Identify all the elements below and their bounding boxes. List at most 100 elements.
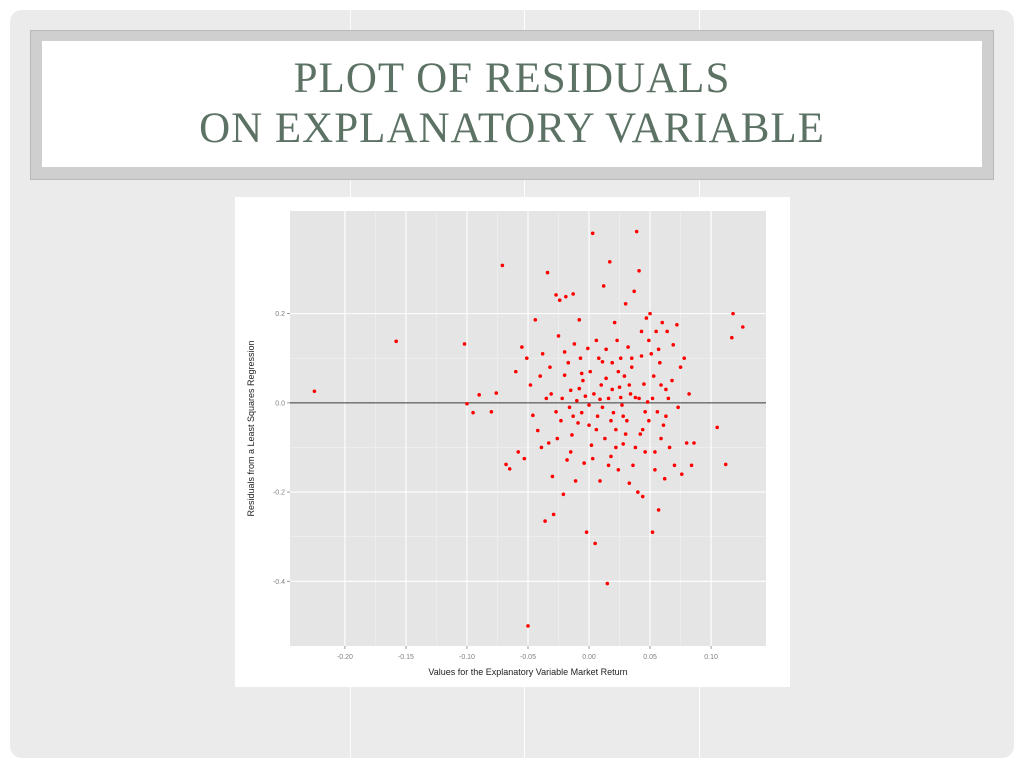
data-point	[629, 365, 634, 369]
data-point	[600, 405, 605, 410]
data-point	[653, 450, 657, 454]
data-point	[562, 350, 567, 354]
data-point	[570, 433, 574, 437]
data-point	[578, 356, 583, 361]
data-point	[621, 442, 625, 446]
data-point	[554, 409, 558, 414]
data-point	[684, 441, 689, 445]
data-point	[599, 383, 604, 387]
data-point	[629, 356, 634, 361]
data-point	[545, 270, 550, 275]
data-point	[594, 427, 599, 432]
data-point	[636, 490, 640, 494]
data-point	[623, 302, 628, 306]
data-point	[616, 467, 621, 472]
data-point	[548, 365, 552, 369]
data-point	[601, 284, 606, 288]
data-point	[723, 462, 728, 467]
data-point	[568, 388, 573, 393]
data-point	[586, 346, 590, 351]
data-point	[639, 354, 644, 358]
data-point	[588, 369, 593, 374]
data-point	[494, 391, 499, 395]
data-point	[556, 334, 561, 338]
data-point	[618, 395, 623, 400]
x-axis-ticks: -0.20 -0.15 -0.10 -0.05 0.00 0.05 0.10	[337, 646, 718, 661]
data-point	[598, 479, 602, 483]
data-point	[557, 298, 562, 303]
data-point	[564, 294, 568, 299]
data-point	[551, 512, 556, 517]
x-axis-label: Values for the Explanatory Variable Mark…	[428, 667, 627, 677]
data-point	[651, 374, 656, 378]
x-tick-label: -0.15	[398, 654, 414, 661]
data-point	[614, 427, 618, 432]
x-tick-label: 0.00	[582, 654, 596, 661]
data-point	[606, 396, 611, 401]
data-point	[312, 389, 317, 394]
data-point	[675, 322, 679, 327]
chart-card: -0.20 -0.15 -0.10 -0.05 0.00 0.05 0.10 0.2 0.0 -…	[235, 197, 790, 687]
data-point	[610, 387, 615, 392]
data-point	[614, 445, 618, 450]
data-point	[584, 530, 589, 535]
data-point	[659, 436, 663, 441]
data-point	[665, 329, 669, 334]
data-point	[540, 351, 545, 356]
data-point	[598, 397, 602, 402]
data-point	[533, 318, 538, 322]
data-point	[612, 320, 617, 325]
x-tick-label: -0.20	[337, 654, 353, 661]
data-point	[637, 268, 641, 273]
data-point	[741, 325, 745, 329]
data-point	[616, 369, 621, 374]
x-tick-label: -0.05	[520, 654, 536, 661]
data-point	[658, 360, 662, 365]
data-point	[643, 450, 647, 454]
data-point	[465, 401, 469, 406]
data-point	[637, 396, 641, 401]
data-point	[656, 508, 661, 512]
data-point	[653, 467, 657, 472]
data-point	[539, 445, 544, 450]
data-point	[676, 405, 680, 410]
data-point	[559, 418, 563, 423]
data-point	[520, 345, 524, 349]
data-point	[715, 425, 719, 430]
data-point	[595, 414, 600, 419]
data-point	[644, 316, 649, 320]
y-tick-label: -0.2	[273, 490, 285, 497]
data-point	[643, 409, 647, 414]
data-point	[610, 360, 615, 365]
data-point	[489, 409, 494, 414]
data-point	[605, 581, 610, 586]
data-point	[666, 396, 671, 401]
data-point	[611, 410, 616, 415]
data-point	[507, 467, 512, 471]
data-point	[655, 409, 660, 414]
y-tick-label: -0.4	[273, 579, 285, 586]
data-point	[566, 360, 571, 365]
y-tick-label: 0.0	[275, 400, 285, 407]
data-point	[647, 418, 651, 423]
data-point	[462, 342, 467, 346]
data-point	[689, 463, 694, 468]
data-point	[678, 365, 683, 369]
data-point	[572, 342, 577, 346]
data-point	[640, 494, 645, 499]
title-frame: PLOT OF RESIDUALS ON EXPLANATORY VARIABL…	[30, 30, 994, 180]
data-point	[662, 476, 667, 481]
data-point	[638, 432, 643, 436]
data-point	[535, 428, 540, 433]
x-tick-label: 0.10	[704, 654, 718, 661]
data-point	[660, 320, 665, 325]
data-point	[622, 374, 627, 378]
data-point	[573, 479, 578, 483]
data-point	[567, 405, 572, 410]
data-point	[565, 458, 569, 462]
data-point	[645, 400, 650, 404]
data-point	[477, 393, 481, 397]
residual-scatter-plot: -0.20 -0.15 -0.10 -0.05 0.00 0.05 0.10 0.2 0.0 -…	[246, 211, 766, 677]
data-point	[618, 356, 623, 361]
data-point	[524, 356, 529, 361]
